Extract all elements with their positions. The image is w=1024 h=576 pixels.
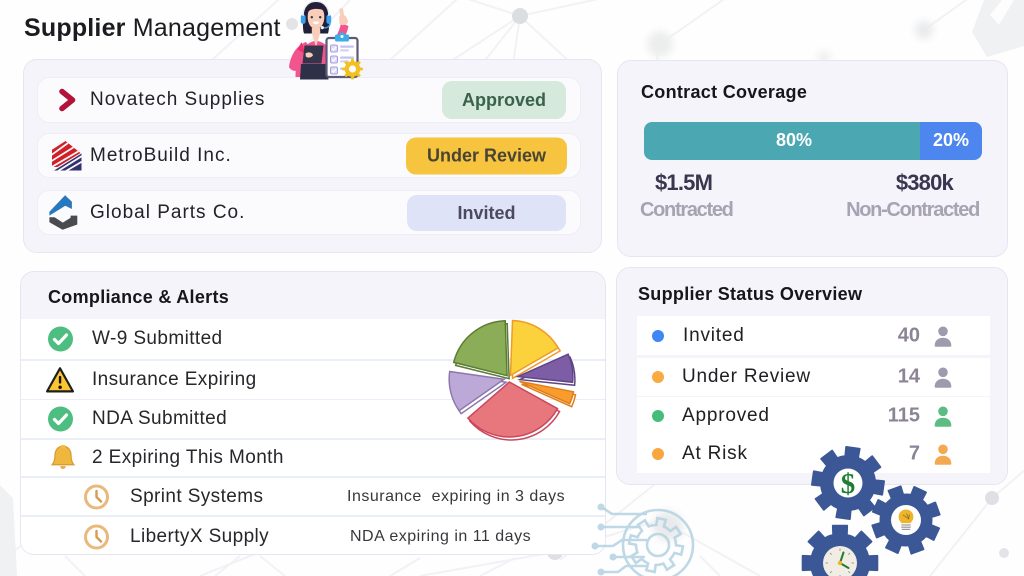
svg-text:$: $ <box>841 468 856 500</box>
